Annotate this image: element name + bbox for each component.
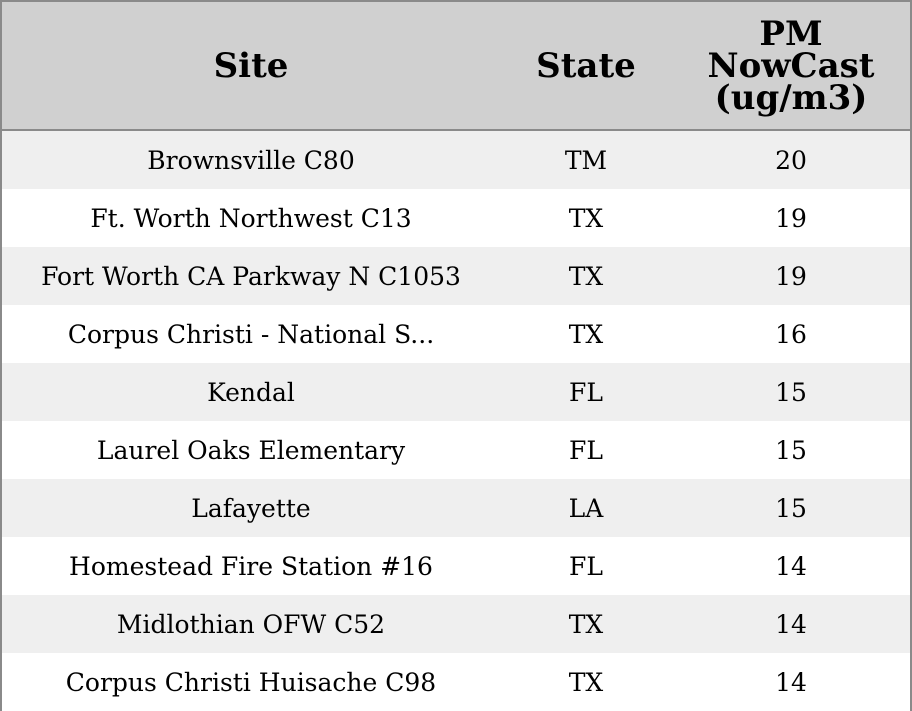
cell-pm-nowcast: 14 <box>775 667 807 697</box>
cell-pm-nowcast: 19 <box>775 261 807 291</box>
table-row: Homestead Fire Station #16 FL 14 <box>2 537 910 595</box>
cell-state: LA <box>568 493 604 523</box>
cell-pm-nowcast: 19 <box>775 203 807 233</box>
header-site-line: Site <box>213 45 289 86</box>
cell-site: Kendal <box>207 377 295 407</box>
cell-pm-nowcast: 16 <box>775 319 807 349</box>
cell-state: TX <box>568 667 604 697</box>
table-row: Ft. Worth Northwest C13 TX 19 <box>2 189 910 247</box>
cell-pm-nowcast: 20 <box>775 145 807 175</box>
cell-state: TX <box>568 609 604 639</box>
table-row: Brownsville C80 TM 20 <box>2 131 910 189</box>
header-state-line: State <box>536 45 636 86</box>
cell-site: Laurel Oaks Elementary <box>96 435 406 465</box>
cell-state: FL <box>569 435 603 465</box>
table-row: Corpus Christi Huisache C98 TX 14 <box>2 653 910 711</box>
table-row: Kendal FL 15 <box>2 363 910 421</box>
cell-site: Corpus Christi Huisache C98 <box>65 667 437 697</box>
cell-pm-nowcast: 14 <box>775 551 807 581</box>
cell-pm-nowcast: 14 <box>775 609 807 639</box>
cell-site: Lafayette <box>191 493 311 523</box>
cell-state: FL <box>569 377 603 407</box>
cell-site: Ft. Worth Northwest C13 <box>90 203 412 233</box>
cell-state: TM <box>564 145 608 175</box>
header-pm-line-3: (ug/m3) <box>714 77 868 118</box>
table-row: Midlothian OFW C52 TX 14 <box>2 595 910 653</box>
cell-state: TX <box>568 261 604 291</box>
header-state: State <box>500 2 672 129</box>
cell-site: Fort Worth CA Parkway N C1053 <box>41 261 461 291</box>
cell-pm-nowcast: 15 <box>775 435 807 465</box>
cell-state: TX <box>568 203 604 233</box>
cell-site: Brownsville C80 <box>147 145 355 175</box>
cell-site: Homestead Fire Station #16 <box>69 551 433 581</box>
cell-state: TX <box>568 319 604 349</box>
cell-site: Corpus Christi - National S... <box>67 319 435 349</box>
header-pm-nowcast: PM NowCast (ug/m3) <box>672 2 910 129</box>
table-header-row: Site State PM NowCast (ug/m3) <box>2 2 910 131</box>
table-row: Laurel Oaks Elementary FL 15 <box>2 421 910 479</box>
header-pm-line-1: PM <box>759 13 823 54</box>
header-site: Site <box>2 2 500 129</box>
cell-pm-nowcast: 15 <box>775 377 807 407</box>
cell-state: FL <box>569 551 603 581</box>
table-row: Corpus Christi - National S... TX 16 <box>2 305 910 363</box>
cell-pm-nowcast: 15 <box>775 493 807 523</box>
table-row: Lafayette LA 15 <box>2 479 910 537</box>
header-pm-line-2: NowCast <box>707 45 875 86</box>
cell-site: Midlothian OFW C52 <box>116 609 386 639</box>
table-row: Fort Worth CA Parkway N C1053 TX 19 <box>2 247 910 305</box>
